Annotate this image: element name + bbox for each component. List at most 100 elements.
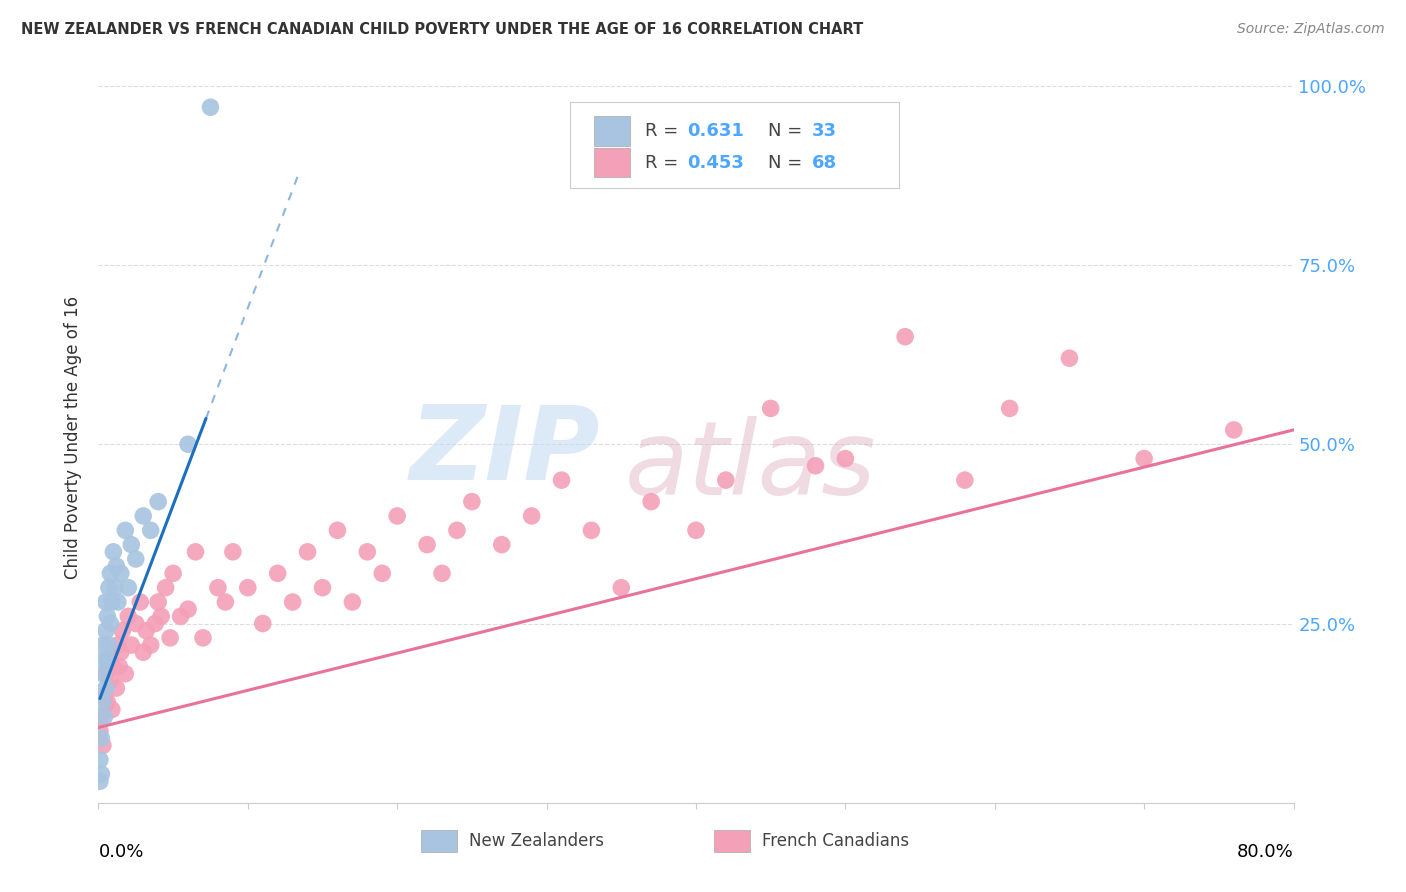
Point <box>94 595 117 609</box>
Point <box>236 581 259 595</box>
Point <box>326 524 349 538</box>
Point <box>342 595 364 609</box>
Point <box>94 681 117 695</box>
Point <box>93 652 115 666</box>
Point <box>97 581 120 595</box>
Point <box>101 702 124 716</box>
Point <box>998 401 1021 416</box>
Point <box>446 524 468 538</box>
Text: NEW ZEALANDER VS FRENCH CANADIAN CHILD POVERTY UNDER THE AGE OF 16 CORRELATION C: NEW ZEALANDER VS FRENCH CANADIAN CHILD P… <box>21 22 863 37</box>
Point <box>89 753 111 767</box>
Text: 80.0%: 80.0% <box>1237 843 1294 861</box>
Point <box>139 638 162 652</box>
Point <box>103 659 125 673</box>
Point <box>714 473 737 487</box>
Point <box>1059 351 1081 366</box>
Point <box>222 545 245 559</box>
Text: 0.0%: 0.0% <box>98 843 143 861</box>
Point <box>98 566 122 581</box>
Text: Source: ZipAtlas.com: Source: ZipAtlas.com <box>1237 22 1385 37</box>
Bar <box>595 148 630 178</box>
Point <box>132 508 155 523</box>
Point <box>104 581 127 595</box>
Text: New Zealanders: New Zealanders <box>470 832 605 850</box>
Point <box>93 710 115 724</box>
Point <box>177 437 200 451</box>
Text: 33: 33 <box>811 122 837 140</box>
Point <box>610 581 633 595</box>
Point <box>91 666 114 681</box>
Point <box>105 681 128 695</box>
Point <box>110 645 132 659</box>
Point <box>207 581 229 595</box>
Point <box>125 616 148 631</box>
Point <box>117 581 139 595</box>
Point <box>311 581 333 595</box>
Text: ZIP: ZIP <box>409 401 600 502</box>
Point <box>89 724 111 739</box>
Text: R =: R = <box>644 122 683 140</box>
Point <box>461 494 484 508</box>
Text: 0.631: 0.631 <box>688 122 745 140</box>
Point <box>491 538 513 552</box>
Point <box>97 638 120 652</box>
Point <box>117 609 139 624</box>
Point <box>1133 451 1156 466</box>
Point <box>110 566 132 581</box>
Point <box>108 659 131 673</box>
FancyBboxPatch shape <box>571 102 900 188</box>
Point <box>356 545 378 559</box>
Point <box>114 524 136 538</box>
Point <box>90 767 112 781</box>
Point <box>169 609 191 624</box>
Point <box>385 508 409 523</box>
Point <box>114 666 136 681</box>
Point <box>520 508 543 523</box>
Point <box>550 473 572 487</box>
Text: N =: N = <box>768 153 807 171</box>
Point <box>125 552 148 566</box>
Point <box>97 652 120 666</box>
Point <box>581 524 603 538</box>
Point <box>91 638 114 652</box>
Point <box>430 566 453 581</box>
Bar <box>595 116 630 145</box>
Point <box>159 631 181 645</box>
Text: 68: 68 <box>811 153 837 171</box>
Point <box>416 538 439 552</box>
Point <box>759 401 782 416</box>
Point <box>105 559 128 574</box>
Point <box>132 645 155 659</box>
Point <box>177 602 200 616</box>
Point <box>200 100 222 114</box>
Point <box>281 595 304 609</box>
Point <box>111 624 134 638</box>
Point <box>150 609 173 624</box>
Point <box>371 566 394 581</box>
Point <box>184 545 207 559</box>
Point <box>148 494 170 508</box>
Point <box>804 458 827 473</box>
Text: R =: R = <box>644 153 683 171</box>
Point <box>91 739 114 753</box>
Point <box>252 616 274 631</box>
Point <box>96 652 118 666</box>
Point <box>90 731 112 746</box>
Point <box>101 595 124 609</box>
Point <box>685 524 707 538</box>
Bar <box>422 830 457 852</box>
Point <box>98 616 122 631</box>
Point <box>155 581 177 595</box>
Point <box>834 451 856 466</box>
Point <box>953 473 976 487</box>
Point <box>894 329 917 343</box>
Point <box>143 616 166 631</box>
Point <box>96 695 118 709</box>
Point <box>120 538 142 552</box>
Point <box>162 566 184 581</box>
Point <box>96 609 118 624</box>
Point <box>89 774 111 789</box>
Text: N =: N = <box>768 122 807 140</box>
Point <box>98 673 122 688</box>
Bar <box>714 830 749 852</box>
